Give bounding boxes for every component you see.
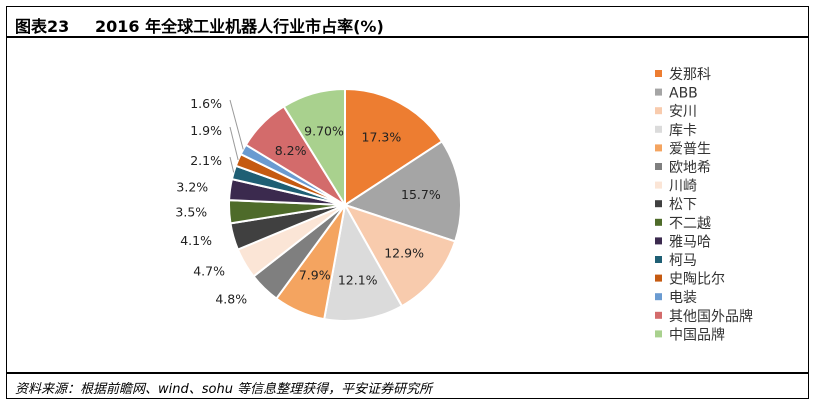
pie-slice-3 xyxy=(342,203,457,308)
slice-label-1: 17.3% xyxy=(362,130,402,145)
legend-label-1: 发那科 xyxy=(669,67,711,83)
legend-label-9: 不二越 xyxy=(669,216,711,232)
legend-swatch-6 xyxy=(655,163,662,170)
legend-label-8: 松下 xyxy=(669,197,697,213)
slice-label-2: 15.7% xyxy=(401,187,441,202)
legend: 发那科 ABB 安川库卡爱普生欧地希川崎松下不二越雅马哈柯马史陶比尔电装其他国外品牌… xyxy=(655,67,753,343)
legend-label-13: 电装 xyxy=(669,290,697,306)
legend-swatch-13 xyxy=(655,293,662,301)
legend-swatch-8 xyxy=(655,200,662,208)
legend-swatch-5 xyxy=(655,144,662,152)
slice-label-5: 7.9% xyxy=(299,267,331,282)
legend-swatch-10 xyxy=(655,237,662,245)
pie-slice-2 xyxy=(342,140,462,243)
legend-swatch-7 xyxy=(655,181,662,189)
legend-swatch-1 xyxy=(655,70,662,77)
pie-slices xyxy=(228,87,462,322)
slice-label-6: 4.8% xyxy=(215,292,247,307)
slice-label-12: 1.9% xyxy=(190,123,222,138)
legend-swatch-12 xyxy=(655,274,662,282)
source-note: 资料来源：根据前瞻网、wind、sohu 等信息整理获得，平安证券研究所 xyxy=(15,382,433,397)
slice-label-14: 8.2% xyxy=(275,143,307,158)
legend-label-15: 中国品牌 xyxy=(669,326,725,343)
legend-label-5: 爱普生 xyxy=(669,141,711,157)
leader-lines xyxy=(229,99,244,173)
legend-label-6: 欧地希 xyxy=(669,160,711,176)
legend-label-14: 其他国外品牌 xyxy=(669,308,753,325)
slice-label-8: 4.1% xyxy=(180,233,212,248)
slice-label-15: 9.70% xyxy=(304,123,344,138)
slice-labels: 17.3% 15.7% 12.9% 12.1% 7.9% 4.8% 4.7% 4.1% 3.5%… xyxy=(175,96,440,307)
legend-swatch-4 xyxy=(655,125,662,133)
legend-swatch-15 xyxy=(655,330,662,338)
legend-swatch-14 xyxy=(655,311,662,319)
figure-footer: 资料来源：根据前瞻网、wind、sohu 等信息整理获得，平安证券研究所 xyxy=(7,372,808,398)
slice-label-11: 2.1% xyxy=(190,153,222,168)
legend-label-7: 川崎 xyxy=(669,179,697,195)
legend-label-3: 安川 xyxy=(669,104,697,120)
figure-label: 图表23 xyxy=(15,17,70,36)
pie-slice-15 xyxy=(282,87,346,209)
legend-label-4: 库卡 xyxy=(669,123,697,139)
figure-header: 图表23 2016 年全球工业机器人行业市占率(%) xyxy=(7,7,808,38)
slice-label-4: 12.1% xyxy=(338,273,378,288)
leader-line-13 xyxy=(229,99,244,150)
slice-label-13: 1.6% xyxy=(190,96,222,111)
legend-label-11: 柯马 xyxy=(669,253,697,269)
leader-line-12 xyxy=(229,126,239,161)
legend-swatch-3 xyxy=(655,107,662,115)
slice-label-9: 3.5% xyxy=(175,205,207,220)
pie-slice-1 xyxy=(344,87,444,207)
pie-slice-4 xyxy=(323,202,404,322)
legend-label-12: 史陶比尔 xyxy=(669,272,725,288)
legend-label-10: 雅马哈 xyxy=(669,234,711,250)
leader-line-11 xyxy=(229,156,235,173)
legend-swatch-11 xyxy=(655,256,662,263)
slice-label-3: 12.9% xyxy=(384,246,424,261)
legend-label-2: ABB xyxy=(669,86,698,102)
legend-swatch-9 xyxy=(655,218,662,226)
slice-label-7: 4.7% xyxy=(193,264,225,279)
slice-label-10: 3.2% xyxy=(176,180,208,195)
chart-title: 2016 年全球工业机器人行业市占率(%) xyxy=(95,17,384,36)
legend-swatch-2 xyxy=(655,88,662,96)
